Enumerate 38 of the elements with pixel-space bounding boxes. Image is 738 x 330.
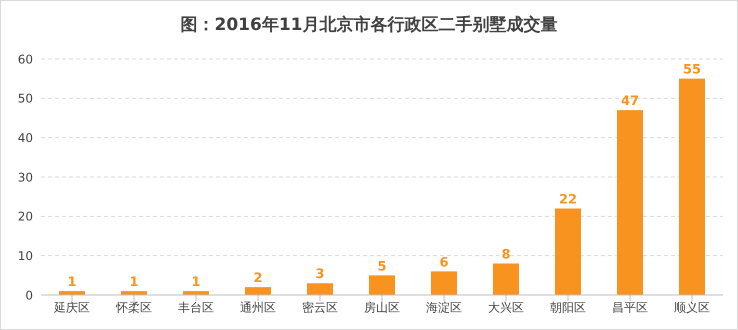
x-tick-label: 大兴区: [488, 300, 524, 315]
bar: [431, 271, 457, 295]
x-tick-label: 密云区: [302, 300, 338, 315]
y-tick-label: 0: [25, 288, 33, 302]
bar: [679, 78, 705, 295]
data-label: 1: [191, 275, 201, 290]
bar: [617, 110, 643, 295]
y-tick-label: 60: [18, 52, 33, 66]
data-label: 8: [501, 248, 511, 263]
y-tick-label: 10: [18, 248, 33, 263]
bar: [369, 275, 395, 295]
data-label: 22: [558, 192, 578, 208]
y-tick-label: 40: [18, 130, 33, 145]
y-tick-label: 30: [18, 170, 33, 184]
x-tick-label: 房山区: [364, 300, 400, 315]
data-label: 5: [377, 259, 387, 274]
x-tick-label: 怀柔区: [115, 300, 152, 315]
bar: [555, 208, 581, 295]
x-tick-label: 丰台区: [178, 300, 214, 315]
y-tick-label: 20: [18, 210, 33, 224]
y-tick-label: 50: [18, 92, 33, 106]
bar: [245, 287, 271, 295]
chart-title: 图：2016年11月北京市各行政区二手别墅成交量: [180, 14, 558, 37]
x-tick-label: 通州区: [240, 300, 276, 315]
data-label: 6: [439, 255, 449, 270]
data-label: 55: [682, 62, 702, 78]
data-label: 47: [620, 94, 640, 110]
data-label: 1: [129, 275, 139, 290]
x-tick-label: 朝阳区: [550, 300, 586, 315]
data-label: 1: [67, 275, 77, 290]
bar: [493, 264, 519, 295]
x-tick-label: 海淀区: [426, 300, 462, 315]
x-tick-label: 昌平区: [612, 300, 648, 315]
data-label: 2: [253, 271, 263, 286]
bar: [307, 283, 333, 295]
data-label: 3: [315, 267, 325, 282]
x-tick-label: 顺义区: [674, 300, 710, 315]
x-tick-label: 延庆区: [53, 300, 90, 315]
